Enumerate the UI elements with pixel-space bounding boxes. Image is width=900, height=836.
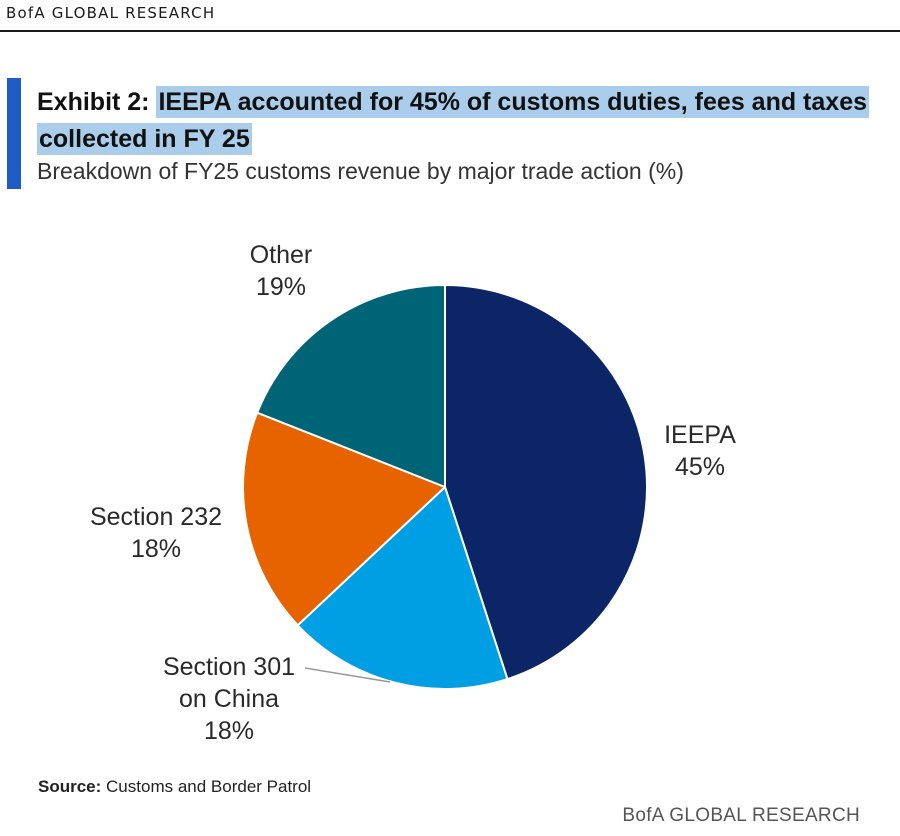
pie-chart: IEEPA 45% Section 301 on China 18% Section 23… <box>90 241 736 745</box>
header-rule <box>0 30 900 32</box>
pie-slice-other <box>256 284 446 488</box>
exhibit-title: Exhibit 2: IEEPA accounted for 45% of cu… <box>37 84 897 158</box>
pie-slice-section-232 <box>242 411 446 627</box>
slice-label-section-232: Section 232 18% <box>90 503 222 563</box>
source-text: Customs and Border Patrol <box>106 777 312 796</box>
source-label: Source: <box>38 777 102 796</box>
source-note: Source: Customs and Border Patrol <box>38 777 311 797</box>
slice-label-ieepa: IEEPA 45% <box>664 421 736 481</box>
pie-slice-ieepa <box>444 284 648 681</box>
leader-line <box>304 667 391 683</box>
exhibit-title-text: IEEPA accounted for 45% of customs dutie… <box>37 86 870 155</box>
exhibit-subtitle: Breakdown of FY25 customs revenue by maj… <box>37 158 684 184</box>
pie-slice-section-301-on-china <box>296 486 509 690</box>
title-accent-bar <box>7 78 21 189</box>
slice-label-other: Other 19% <box>250 241 313 301</box>
brand-header: BofA GLOBAL RESEARCH <box>6 4 216 22</box>
slice-label-section-301-on-china: Section 301 on China 18% <box>163 653 295 745</box>
brand-footer: BofA GLOBAL RESEARCH <box>622 805 860 826</box>
exhibit-label: Exhibit 2: <box>37 88 150 116</box>
